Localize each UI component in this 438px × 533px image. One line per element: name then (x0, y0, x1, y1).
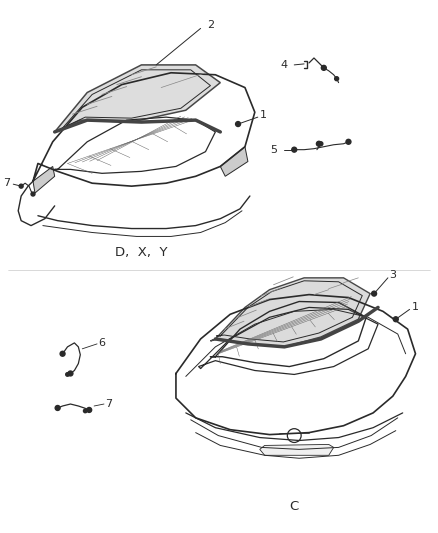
Polygon shape (260, 445, 334, 455)
Text: 5: 5 (271, 144, 278, 155)
Polygon shape (220, 147, 248, 176)
Circle shape (393, 317, 398, 322)
Text: 7: 7 (3, 178, 11, 188)
Polygon shape (210, 278, 370, 347)
Polygon shape (55, 65, 220, 132)
Text: C: C (290, 500, 299, 513)
Text: 2: 2 (207, 20, 214, 30)
Circle shape (319, 142, 323, 146)
Text: 1: 1 (412, 302, 419, 312)
Text: 4: 4 (280, 60, 287, 70)
Circle shape (31, 192, 35, 196)
Text: 3: 3 (389, 270, 396, 280)
Circle shape (335, 77, 339, 80)
Text: D,  X,  Y: D, X, Y (115, 246, 168, 259)
Circle shape (60, 351, 65, 356)
Circle shape (346, 139, 351, 144)
Circle shape (292, 147, 297, 152)
Circle shape (321, 66, 326, 70)
Circle shape (66, 373, 69, 376)
Polygon shape (33, 166, 55, 193)
Circle shape (87, 407, 92, 413)
Circle shape (19, 184, 23, 188)
Circle shape (55, 406, 60, 410)
Circle shape (84, 409, 87, 413)
Circle shape (236, 122, 240, 126)
Text: 1: 1 (260, 110, 267, 120)
Circle shape (316, 141, 321, 146)
Circle shape (371, 291, 377, 296)
Text: 7: 7 (106, 399, 113, 409)
Circle shape (68, 371, 73, 376)
Text: 6: 6 (99, 338, 106, 348)
